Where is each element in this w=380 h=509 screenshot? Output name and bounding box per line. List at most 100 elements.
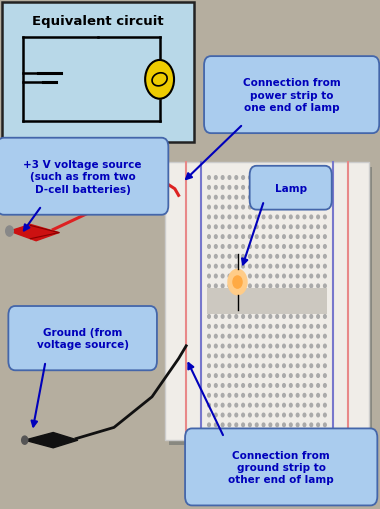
Circle shape [221, 255, 224, 259]
Circle shape [255, 196, 258, 200]
Text: Equivalent circuit: Equivalent circuit [32, 15, 164, 28]
Circle shape [242, 186, 244, 190]
Circle shape [221, 345, 224, 348]
Polygon shape [10, 225, 59, 241]
Circle shape [269, 325, 272, 328]
Circle shape [323, 245, 326, 249]
Circle shape [262, 275, 265, 278]
Circle shape [317, 374, 320, 378]
Circle shape [323, 413, 326, 417]
Circle shape [296, 235, 299, 239]
Circle shape [296, 394, 299, 398]
Circle shape [249, 176, 251, 180]
Circle shape [283, 245, 285, 249]
Circle shape [276, 413, 279, 417]
Circle shape [290, 186, 292, 190]
Circle shape [310, 325, 313, 328]
Circle shape [221, 413, 224, 417]
Circle shape [290, 275, 292, 278]
Circle shape [235, 404, 238, 407]
Circle shape [317, 186, 320, 190]
Circle shape [262, 245, 265, 249]
Circle shape [303, 315, 306, 319]
Circle shape [323, 335, 326, 338]
Circle shape [249, 245, 251, 249]
Circle shape [290, 404, 292, 407]
FancyBboxPatch shape [165, 163, 369, 440]
Circle shape [221, 225, 224, 229]
Circle shape [221, 404, 224, 407]
Circle shape [228, 394, 231, 398]
Circle shape [228, 384, 231, 387]
Circle shape [323, 206, 326, 209]
Circle shape [276, 315, 279, 319]
Circle shape [296, 285, 299, 288]
Circle shape [249, 345, 251, 348]
Circle shape [235, 225, 238, 229]
Circle shape [283, 364, 285, 368]
Circle shape [269, 394, 272, 398]
Circle shape [255, 394, 258, 398]
Circle shape [214, 186, 217, 190]
Circle shape [255, 315, 258, 319]
Circle shape [323, 354, 326, 358]
Circle shape [283, 335, 285, 338]
Circle shape [242, 315, 244, 319]
Circle shape [242, 265, 244, 268]
Circle shape [242, 384, 244, 387]
Circle shape [283, 176, 285, 180]
Circle shape [235, 364, 238, 368]
Circle shape [242, 206, 244, 209]
Circle shape [303, 384, 306, 387]
Circle shape [323, 176, 326, 180]
Circle shape [235, 265, 238, 268]
Circle shape [317, 285, 320, 288]
Circle shape [276, 335, 279, 338]
Circle shape [276, 325, 279, 328]
Circle shape [235, 235, 238, 239]
Circle shape [242, 235, 244, 239]
Circle shape [249, 354, 251, 358]
Circle shape [276, 225, 279, 229]
Circle shape [276, 354, 279, 358]
Circle shape [262, 345, 265, 348]
Circle shape [290, 216, 292, 219]
Circle shape [290, 285, 292, 288]
Circle shape [323, 394, 326, 398]
Circle shape [228, 225, 231, 229]
Circle shape [262, 255, 265, 259]
Circle shape [242, 394, 244, 398]
Circle shape [310, 404, 313, 407]
Circle shape [276, 275, 279, 278]
Circle shape [235, 354, 238, 358]
Circle shape [283, 315, 285, 319]
Circle shape [262, 285, 265, 288]
Circle shape [262, 265, 265, 268]
Circle shape [323, 364, 326, 368]
Circle shape [290, 315, 292, 319]
Circle shape [296, 275, 299, 278]
Circle shape [296, 423, 299, 427]
Circle shape [204, 431, 206, 434]
Circle shape [242, 216, 244, 219]
Circle shape [310, 423, 313, 427]
Circle shape [207, 354, 211, 358]
Circle shape [276, 206, 279, 209]
Circle shape [228, 196, 231, 200]
Circle shape [242, 285, 244, 288]
Circle shape [242, 196, 244, 200]
Circle shape [255, 235, 258, 239]
Circle shape [235, 394, 238, 398]
Circle shape [290, 413, 292, 417]
Circle shape [303, 265, 306, 268]
Circle shape [310, 275, 313, 278]
Circle shape [255, 335, 258, 338]
Circle shape [317, 335, 320, 338]
Circle shape [283, 255, 285, 259]
Circle shape [235, 315, 238, 319]
Circle shape [317, 255, 320, 259]
Circle shape [323, 374, 326, 378]
Circle shape [283, 413, 285, 417]
Circle shape [323, 275, 326, 278]
Circle shape [310, 225, 313, 229]
